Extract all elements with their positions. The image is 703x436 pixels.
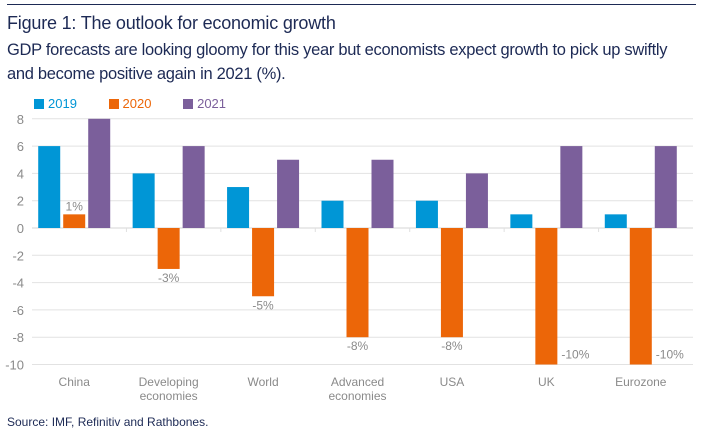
source-note: Source: IMF, Refinitiv and Rathbones. xyxy=(7,415,209,429)
bar-2021-china xyxy=(88,118,111,228)
data-label: -10% xyxy=(561,348,589,362)
bar-2020-eurozone xyxy=(629,228,652,365)
x-tick-label: economies xyxy=(328,389,386,403)
data-label: -10% xyxy=(656,348,684,362)
bar-2021-developing-economies xyxy=(182,146,205,228)
data-label: -8% xyxy=(347,339,369,353)
y-tick-label: -8 xyxy=(12,330,24,345)
legend-item-2020: 2020 xyxy=(108,96,152,111)
legend: 2019 2020 2021 xyxy=(34,96,254,112)
data-label: -5% xyxy=(252,298,274,312)
bar-2021-eurozone xyxy=(654,146,677,228)
data-label: 1% xyxy=(66,199,84,213)
legend-item-2021: 2021 xyxy=(183,96,226,111)
bar-2020-china xyxy=(63,214,86,228)
bar-2020-usa xyxy=(440,228,463,338)
figure-subtitle: GDP forecasts are looking gloomy for thi… xyxy=(7,41,668,83)
y-tick-label: 6 xyxy=(17,139,24,154)
x-tick-label: economies xyxy=(140,389,198,403)
y-tick-label: -2 xyxy=(12,248,24,263)
bar-2020-advanced-economies xyxy=(346,228,369,338)
legend-swatch-2021 xyxy=(183,98,194,109)
figure-title: Figure 1: The outlook for economic growt… xyxy=(7,13,336,33)
y-tick-label: 2 xyxy=(17,194,24,209)
y-tick-label: 4 xyxy=(17,166,24,181)
legend-label-2020: 2020 xyxy=(122,96,152,111)
bar-2019-world xyxy=(227,187,250,228)
bar-2021-usa xyxy=(465,173,488,228)
y-tick-label: 8 xyxy=(17,112,24,127)
bar-2019-advanced-economies xyxy=(321,200,344,228)
legend-label-2019: 2019 xyxy=(48,96,77,111)
legend-label-2021: 2021 xyxy=(197,96,227,111)
y-tick-label: -6 xyxy=(12,303,24,318)
bar-2021-world xyxy=(277,159,300,228)
x-tick-label: Developing xyxy=(139,375,199,389)
x-tick-label: UK xyxy=(538,375,555,389)
x-tick-label: Advanced xyxy=(331,375,384,389)
bar-2019-eurozone xyxy=(604,214,627,228)
bar-2020-developing-economies xyxy=(157,228,180,269)
data-label: -3% xyxy=(158,271,180,285)
bar-2019-china xyxy=(38,146,61,228)
legend-item-2019: 2019 xyxy=(34,96,77,111)
x-tick-label: China xyxy=(59,375,91,389)
bar-2019-usa xyxy=(415,200,438,228)
legend-swatch-2019 xyxy=(34,98,44,109)
bar-2021-advanced-economies xyxy=(371,159,394,228)
bar-2021-uk xyxy=(560,146,583,228)
bar-2020-uk xyxy=(535,228,558,365)
legend-swatch-2020 xyxy=(108,98,119,109)
bar-2020-world xyxy=(252,228,275,297)
x-tick-label: USA xyxy=(440,375,465,389)
bar-2019-developing-economies xyxy=(132,173,155,228)
top-rule xyxy=(7,4,696,5)
x-tick-label: World xyxy=(248,375,279,389)
y-tick-label: 0 xyxy=(17,221,24,236)
bar-2019-uk xyxy=(510,214,533,228)
y-tick-label: -10 xyxy=(5,358,24,373)
y-tick-label: -4 xyxy=(12,276,24,291)
data-label: -8% xyxy=(441,339,463,353)
x-tick-label: Eurozone xyxy=(615,375,667,389)
